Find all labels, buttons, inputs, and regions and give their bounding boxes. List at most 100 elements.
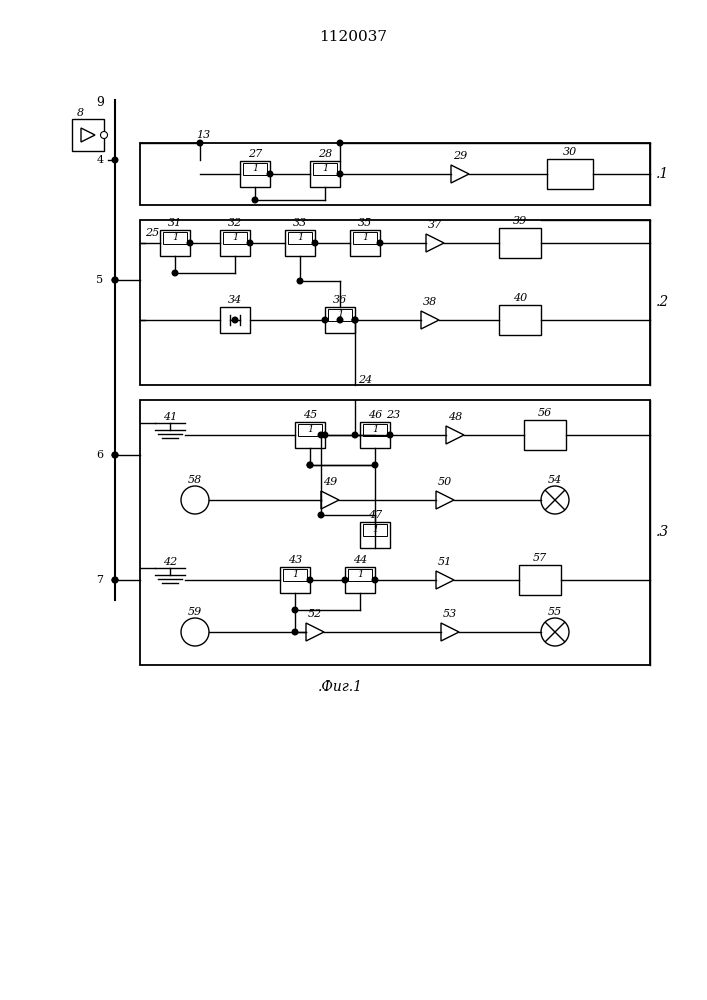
Circle shape bbox=[112, 277, 118, 283]
Polygon shape bbox=[321, 491, 339, 509]
Polygon shape bbox=[421, 311, 439, 329]
Text: 48: 48 bbox=[448, 412, 462, 422]
Circle shape bbox=[181, 486, 209, 514]
Text: 1: 1 bbox=[337, 310, 343, 319]
Bar bbox=[350, 230, 380, 256]
Circle shape bbox=[181, 618, 209, 646]
Text: 54: 54 bbox=[548, 475, 562, 485]
Text: 28: 28 bbox=[318, 149, 332, 159]
Circle shape bbox=[352, 317, 358, 323]
Text: 9: 9 bbox=[96, 96, 104, 108]
Bar bbox=[524, 420, 566, 450]
Text: 5: 5 bbox=[96, 275, 103, 285]
Text: 30: 30 bbox=[563, 147, 577, 157]
Bar bbox=[160, 230, 190, 256]
Circle shape bbox=[308, 462, 312, 468]
Text: 38: 38 bbox=[423, 297, 437, 307]
Circle shape bbox=[112, 277, 118, 283]
Text: .2: .2 bbox=[655, 296, 669, 310]
Text: 1120037: 1120037 bbox=[319, 30, 387, 44]
Circle shape bbox=[232, 317, 238, 323]
Circle shape bbox=[292, 629, 298, 635]
Text: 27: 27 bbox=[248, 149, 262, 159]
Text: 34: 34 bbox=[228, 295, 242, 305]
Bar bbox=[283, 569, 307, 581]
Text: 41: 41 bbox=[163, 412, 177, 422]
Circle shape bbox=[112, 577, 118, 583]
Text: 52: 52 bbox=[308, 609, 322, 619]
Circle shape bbox=[342, 577, 348, 583]
Text: 23: 23 bbox=[386, 410, 400, 420]
Text: 57: 57 bbox=[533, 553, 547, 563]
Bar bbox=[280, 567, 310, 593]
Polygon shape bbox=[451, 165, 469, 183]
Text: 50: 50 bbox=[438, 477, 452, 487]
Text: 39: 39 bbox=[513, 216, 527, 226]
Text: 1: 1 bbox=[362, 233, 368, 242]
Bar bbox=[243, 163, 267, 175]
Circle shape bbox=[378, 240, 382, 246]
Bar bbox=[223, 232, 247, 244]
Circle shape bbox=[541, 486, 569, 514]
Circle shape bbox=[267, 171, 273, 177]
Bar bbox=[295, 422, 325, 448]
Circle shape bbox=[387, 432, 393, 438]
Text: 42: 42 bbox=[163, 557, 177, 567]
Bar bbox=[240, 161, 270, 187]
Bar bbox=[140, 143, 650, 205]
Bar bbox=[325, 307, 355, 333]
Bar bbox=[310, 161, 340, 187]
Text: 32: 32 bbox=[228, 218, 242, 228]
Circle shape bbox=[318, 432, 324, 438]
Text: 6: 6 bbox=[96, 450, 103, 460]
Circle shape bbox=[352, 317, 358, 323]
Text: 43: 43 bbox=[288, 555, 302, 565]
Bar bbox=[353, 232, 377, 244]
Circle shape bbox=[372, 462, 378, 468]
Polygon shape bbox=[441, 623, 459, 641]
Text: 46: 46 bbox=[368, 410, 382, 420]
Circle shape bbox=[197, 140, 203, 146]
Text: 1: 1 bbox=[372, 425, 378, 434]
Text: 56: 56 bbox=[538, 408, 552, 418]
Circle shape bbox=[541, 618, 569, 646]
Circle shape bbox=[337, 171, 343, 177]
Text: 1: 1 bbox=[172, 233, 178, 242]
Text: 55: 55 bbox=[548, 607, 562, 617]
Bar bbox=[140, 400, 650, 665]
Bar bbox=[220, 230, 250, 256]
Text: 45: 45 bbox=[303, 410, 317, 420]
Text: 47: 47 bbox=[368, 510, 382, 520]
Bar bbox=[519, 565, 561, 595]
Text: 37: 37 bbox=[428, 220, 442, 230]
Text: 53: 53 bbox=[443, 609, 457, 619]
Text: 58: 58 bbox=[188, 475, 202, 485]
Text: 44: 44 bbox=[353, 555, 367, 565]
Polygon shape bbox=[436, 571, 454, 589]
Bar bbox=[163, 232, 187, 244]
Circle shape bbox=[308, 577, 312, 583]
Circle shape bbox=[297, 278, 303, 284]
Circle shape bbox=[112, 452, 118, 458]
Bar bbox=[360, 422, 390, 448]
Text: 1: 1 bbox=[372, 525, 378, 534]
Text: .Фиг.1: .Фиг.1 bbox=[317, 680, 363, 694]
Circle shape bbox=[112, 577, 118, 583]
Text: 1: 1 bbox=[297, 233, 303, 242]
Circle shape bbox=[318, 512, 324, 518]
Bar bbox=[363, 424, 387, 436]
Polygon shape bbox=[306, 623, 324, 641]
Text: 4: 4 bbox=[96, 155, 103, 165]
Text: 25: 25 bbox=[145, 228, 159, 238]
Bar bbox=[298, 424, 322, 436]
Circle shape bbox=[337, 317, 343, 323]
Bar bbox=[348, 569, 372, 581]
Circle shape bbox=[312, 240, 318, 246]
Bar bbox=[285, 230, 315, 256]
Polygon shape bbox=[436, 491, 454, 509]
Circle shape bbox=[322, 432, 328, 438]
Text: 31: 31 bbox=[168, 218, 182, 228]
Circle shape bbox=[173, 270, 177, 276]
Text: 24: 24 bbox=[358, 375, 372, 385]
Text: 40: 40 bbox=[513, 293, 527, 303]
